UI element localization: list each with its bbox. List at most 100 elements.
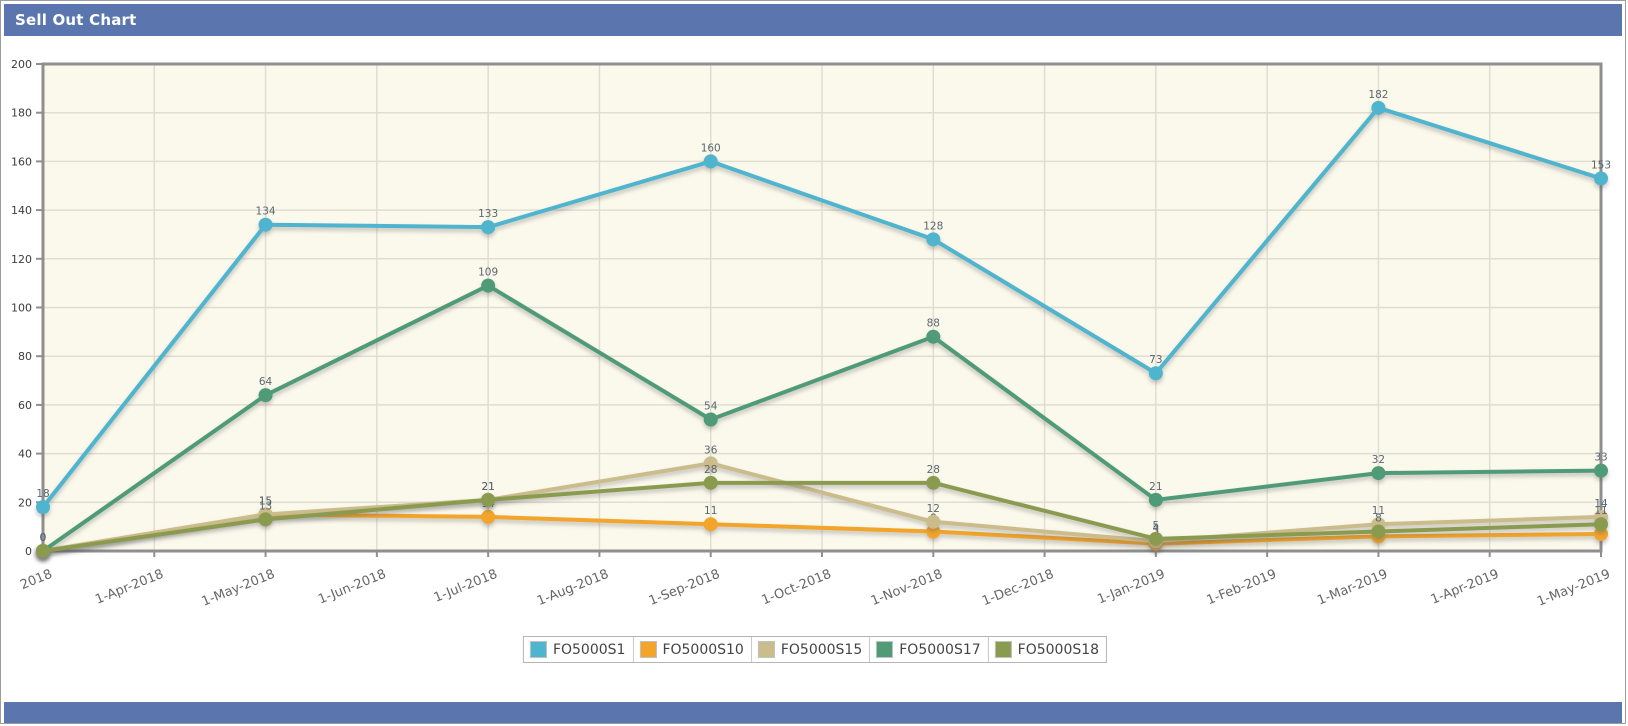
data-point xyxy=(481,509,496,524)
data-point xyxy=(36,544,50,558)
data-point-label: 109 xyxy=(478,267,498,279)
data-point-label: 64 xyxy=(259,376,273,388)
data-point xyxy=(481,278,496,293)
data-point-label: 88 xyxy=(927,318,940,330)
x-tick-label: 1-May-2019 xyxy=(1535,567,1612,610)
data-point xyxy=(481,220,496,235)
data-point-label: 0 xyxy=(40,532,47,544)
legend-swatch xyxy=(876,641,894,658)
data-point-label: 160 xyxy=(701,142,721,154)
y-tick-label: 120 xyxy=(11,253,32,266)
data-point-label: 153 xyxy=(1591,159,1611,171)
y-tick-label: 60 xyxy=(18,399,32,412)
y-tick-label: 0 xyxy=(25,545,32,558)
data-point-label: 54 xyxy=(704,401,718,413)
data-point-label: 36 xyxy=(704,444,718,456)
data-point-label: 0 xyxy=(40,532,47,544)
y-tick-label: 140 xyxy=(11,204,32,217)
data-point-label: 133 xyxy=(478,208,498,220)
legend-item-FO5000S1[interactable]: FO5000S1 xyxy=(524,637,634,662)
next-panel-header xyxy=(4,702,1622,723)
data-point xyxy=(926,475,941,490)
data-point-label: 21 xyxy=(1149,481,1162,493)
data-point-label: 182 xyxy=(1368,89,1388,101)
data-point xyxy=(703,517,718,532)
x-tick-label: 1-Mar-2019 xyxy=(1315,567,1390,609)
x-tick-label: 1-Jun-2018 xyxy=(316,567,388,608)
data-point-label: 4 xyxy=(1153,522,1160,534)
data-point-label: 18 xyxy=(36,488,49,500)
y-tick-label: 160 xyxy=(11,155,32,168)
x-tick-label: 1-Dec-2018 xyxy=(980,567,1056,609)
data-point-label: 15 xyxy=(259,495,272,507)
data-point xyxy=(1594,171,1608,186)
data-point-label: 15 xyxy=(259,495,272,507)
data-point-label: 33 xyxy=(1594,452,1607,464)
series-line xyxy=(41,105,1603,510)
x-tick-label: 1-May-2018 xyxy=(200,567,277,610)
chart-area: 0 20 40 60 80 100 120 140 160 180 200 2018 1-Apr-201… xyxy=(1,36,1625,704)
legend-item-FO5000S10[interactable]: FO5000S10 xyxy=(633,637,752,662)
data-point-label: 11 xyxy=(704,505,717,517)
legend-swatch xyxy=(757,641,775,658)
data-point xyxy=(926,524,941,539)
series-line xyxy=(41,480,1603,553)
legend-item-FO5000S18[interactable]: FO5000S18 xyxy=(989,637,1106,662)
y-tick-label: 80 xyxy=(18,350,32,363)
data-point-label: 12 xyxy=(927,503,940,515)
data-point-label: 128 xyxy=(923,220,943,232)
data-point xyxy=(926,514,941,529)
data-point xyxy=(36,500,50,515)
data-point xyxy=(258,512,273,527)
panel-header: Sell Out Chart xyxy=(4,4,1622,37)
data-point-label: 3 xyxy=(1153,525,1160,537)
x-tick-label: 1-Oct-2018 xyxy=(760,567,834,608)
data-point-label: 11 xyxy=(1372,505,1385,517)
legend-label: FO5000S17 xyxy=(899,641,981,658)
legend-swatch xyxy=(639,641,657,658)
x-tick-label: 1-Apr-2019 xyxy=(1429,567,1501,608)
series-line xyxy=(41,283,1603,553)
data-point xyxy=(1371,524,1386,539)
data-point xyxy=(1148,366,1163,381)
data-point-label: 28 xyxy=(704,464,717,476)
data-point-label: 8 xyxy=(1375,513,1382,525)
x-tick-label: 2018 xyxy=(18,567,54,593)
x-tick-label: 1-Aug-2018 xyxy=(535,567,611,609)
legend-item-FO5000S17[interactable]: FO5000S17 xyxy=(870,637,989,662)
series-line xyxy=(41,461,1603,553)
series-FO5000S18 xyxy=(36,475,1608,558)
x-tick-label: 1-Feb-2019 xyxy=(1205,567,1279,609)
data-point xyxy=(703,154,718,169)
x-tick-label: 1-Jul-2018 xyxy=(432,567,500,606)
data-point-label: 0 xyxy=(40,532,47,544)
data-point xyxy=(1371,466,1386,481)
data-point-label: 32 xyxy=(1372,454,1385,466)
data-point-label: 11 xyxy=(1594,505,1607,517)
data-point-label: 0 xyxy=(40,532,47,544)
legend-swatch xyxy=(529,641,547,658)
legend-item-FO5000S15[interactable]: FO5000S15 xyxy=(752,637,871,662)
chart-legend: FO5000S1 FO5000S10 FO5000S15 FO5000S17 FO500… xyxy=(522,636,1108,663)
data-point-label: 21 xyxy=(481,481,494,493)
data-point xyxy=(258,217,273,232)
data-point xyxy=(703,456,718,471)
panel-title: Sell Out Chart xyxy=(15,11,137,29)
data-point xyxy=(258,388,273,403)
series-FO5000S1 xyxy=(36,100,1608,515)
data-point xyxy=(703,475,718,490)
data-point-label: 73 xyxy=(1149,354,1162,366)
x-tick-label: 1-Sep-2018 xyxy=(647,567,722,609)
data-point xyxy=(926,329,941,344)
legend-label: FO5000S18 xyxy=(1017,641,1100,658)
data-point xyxy=(481,492,496,507)
data-point-label: 21 xyxy=(481,481,494,493)
data-point xyxy=(703,412,718,427)
data-point xyxy=(1148,531,1163,546)
x-tick-label: 1-Nov-2018 xyxy=(869,567,945,609)
data-point xyxy=(1594,517,1608,532)
data-point xyxy=(1371,100,1386,115)
data-point xyxy=(1594,463,1608,478)
